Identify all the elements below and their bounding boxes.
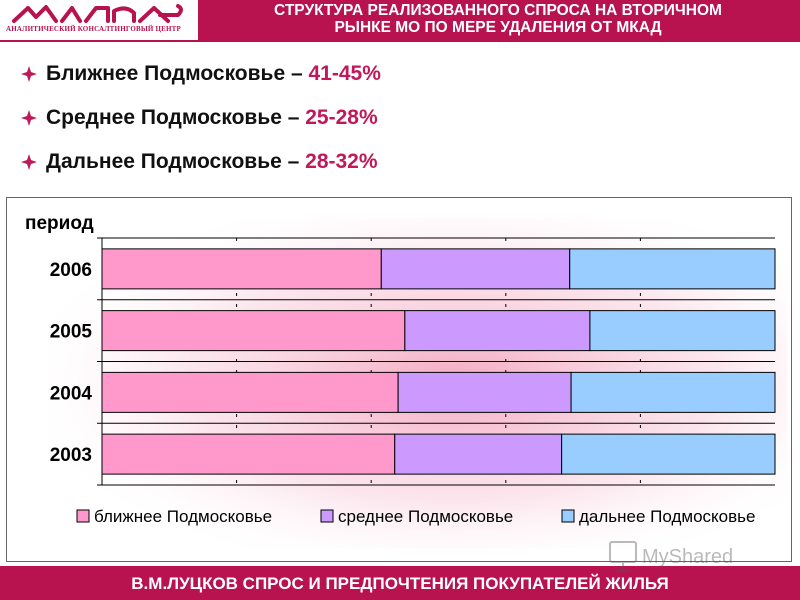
- bullet-middle-label: Среднее Подмосковье –: [46, 106, 306, 129]
- page-title-line-2: РЫНКЕ МО ПО МЕРЕ УДАЛЕНИЯ ОТ МКАД: [334, 19, 662, 36]
- watermark-text: MyShared: [642, 546, 733, 568]
- logo-mark-icon: [12, 4, 183, 23]
- bullet-far-percent: 28-32%: [305, 150, 378, 173]
- y-tick-label: 2006: [50, 260, 92, 281]
- bullet-middle: Среднее Подмосковье – 25-28%: [21, 106, 378, 130]
- y-tick-label: 2003: [50, 445, 92, 466]
- bar-2003-series-3: [561, 433, 776, 475]
- chart-frame: 2006 2005 2004 2003 период ближнее Подмоско…: [6, 197, 792, 562]
- bullet-far-label: Дальнее Подмосковье –: [46, 150, 306, 173]
- bullet-far: Дальнее Подмосковье – 28-32%: [21, 150, 378, 174]
- diamond-bullet-icon: [21, 110, 37, 126]
- legend-label: среднее Подмосковье: [338, 507, 513, 526]
- legend-swatch: [561, 509, 575, 523]
- bar-2004-series-3: [570, 371, 776, 413]
- legend-swatch: [320, 509, 334, 523]
- y-tick-label: 2004: [50, 383, 93, 404]
- footer-text: В.М.ЛУЦКОВ СПРОС И ПРЕДПОЧТЕНИЯ ПОКУПАТЕ…: [131, 574, 669, 593]
- presentation-board-icon: [609, 541, 637, 563]
- y-tick-label: 2005: [50, 322, 93, 343]
- page-title-line-1: СТРУКТУРА РЕАЛИЗОВАННОГО СПРОСА НА ВТОРИ…: [274, 2, 722, 19]
- logo: АНАЛИТИЧЕСКИЙ КОНСАЛТИНГОВЫЙ ЦЕНТР: [0, 0, 198, 42]
- header-bar: АНАЛИТИЧЕСКИЙ КОНСАЛТИНГОВЫЙ ЦЕНТР СТРУК…: [0, 0, 800, 42]
- diamond-bullet-icon: [21, 154, 37, 170]
- legend-label: ближнее Подмосковье: [94, 507, 272, 526]
- bar-2006-series-3: [569, 248, 776, 290]
- legend-swatch: [76, 509, 90, 523]
- stacked-bar-chart: 2006 2005 2004 2003 период ближнее Подмоско…: [25, 213, 787, 548]
- bar-2006-series-1: [101, 248, 382, 290]
- bullet-middle-percent: 25-28%: [305, 106, 378, 129]
- bar-2003-series-1: [101, 433, 396, 475]
- bar-2004-series-2: [397, 371, 572, 413]
- bar-2003-series-2: [394, 433, 563, 475]
- bar-2006-series-2: [380, 248, 571, 290]
- bar-2005-series-2: [404, 310, 591, 352]
- bullet-near-label: Ближнее Подмосковье –: [46, 62, 309, 85]
- y-axis-label: период: [25, 213, 94, 234]
- bullet-near: Ближнее Подмосковье – 41-45%: [21, 62, 381, 86]
- bar-2004-series-1: [101, 371, 399, 413]
- page-title: СТРУКТУРА РЕАЛИЗОВАННОГО СПРОСА НА ВТОРИ…: [200, 2, 796, 36]
- logo-subtitle: АНАЛИТИЧЕСКИЙ КОНСАЛТИНГОВЫЙ ЦЕНТР: [6, 25, 181, 33]
- footer-bar: В.М.ЛУЦКОВ СПРОС И ПРЕДПОЧТЕНИЯ ПОКУПАТЕ…: [0, 566, 800, 600]
- bar-2005-series-1: [101, 310, 406, 352]
- bar-2005-series-3: [589, 310, 776, 352]
- legend-label: дальнее Подмосковье: [579, 507, 755, 526]
- diamond-bullet-icon: [21, 66, 37, 82]
- watermark: MyShared: [609, 541, 733, 572]
- bullet-near-percent: 41-45%: [308, 62, 381, 85]
